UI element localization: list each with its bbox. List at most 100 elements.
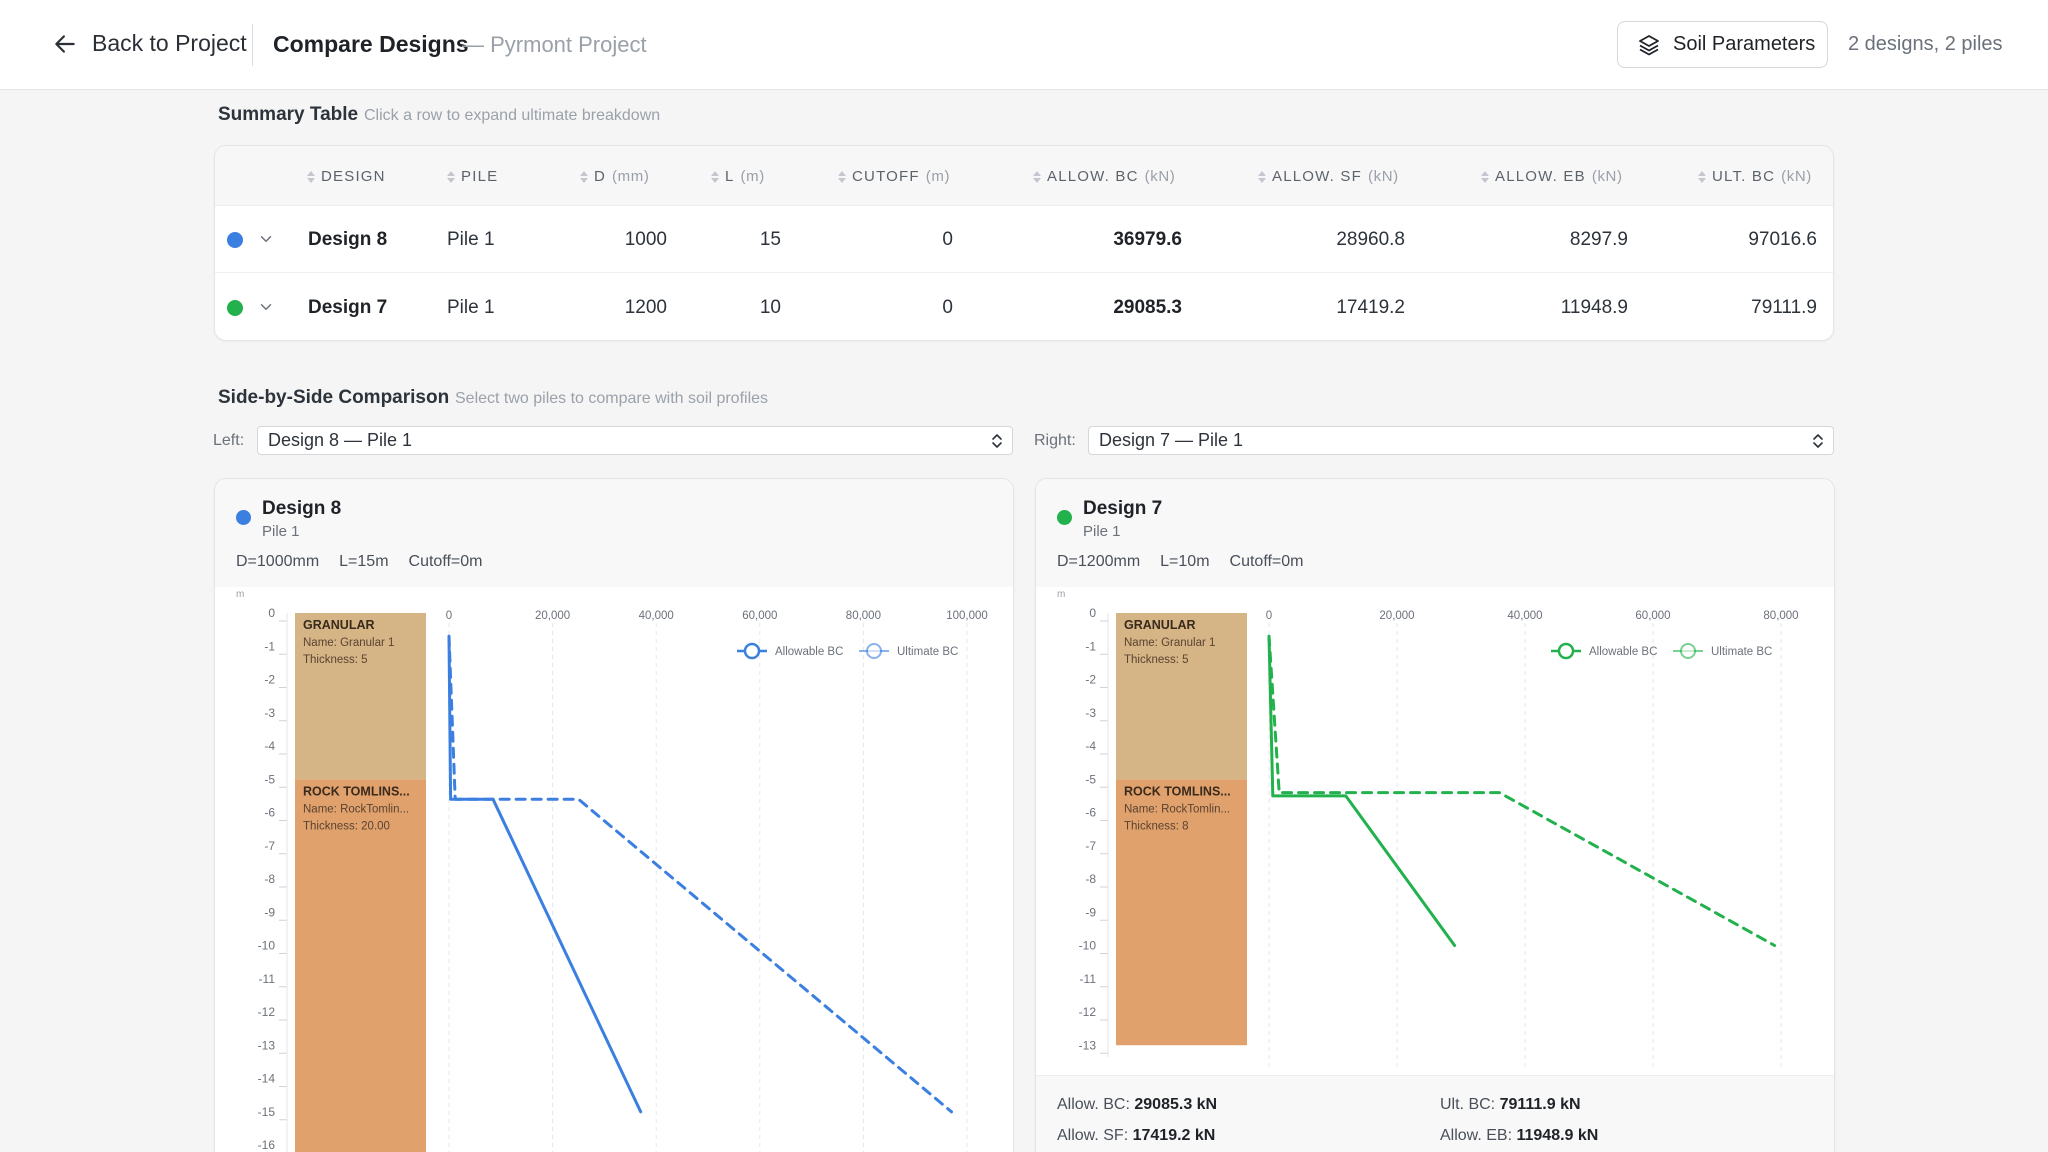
depth-tick-label: -3 [1085, 706, 1096, 720]
allowable-bc-line [1267, 634, 1457, 947]
x-tick-label: 80,000 [846, 610, 881, 622]
cell-design: Design 7 [308, 297, 388, 318]
depth-tick-label: -7 [1085, 839, 1096, 853]
capacity-depth-chart: m 0 -1 -2 -3 -4 -5 -6 -7 -8 -9 -10 -11 -12 -13 -14 -15 -1… [236, 589, 988, 1152]
page-title: Compare Designs [273, 31, 469, 57]
soil-layer [295, 613, 426, 780]
legend-allowable-marker [743, 642, 761, 660]
col-design[interactable]: DESIGN [307, 168, 386, 185]
depth-tick-label: -1 [264, 639, 275, 653]
col-l[interactable]: L (m) [711, 168, 765, 185]
soil-layer-name: Name: RockTomlin... [303, 803, 409, 815]
capacity-depth-chart: m 0 -1 -2 -3 -4 -5 -6 -7 -8 -9 -10 -11 -12 -13 GRANULAR… [1057, 589, 1799, 1069]
card-params: D=1000mm L=15m Cutoff=0m [236, 553, 483, 571]
right-select-value: Design 7 — Pile 1 [1099, 430, 1244, 450]
right-pile-select[interactable]: Design 7 — Pile 1 [1088, 426, 1834, 455]
card-pile-name: Pile 1 [262, 523, 300, 540]
sort-icon [711, 170, 719, 183]
comparison-card-right: Design 7 Pile 1 D=1200mm L=10m Cutoff=0m… [1035, 478, 1835, 1152]
cell-allow-bc: 29085.3 [1113, 297, 1182, 318]
col-allow-eb[interactable]: ALLOW. EB (kN) [1481, 168, 1623, 185]
col-cutoff[interactable]: CUTOFF (m) [838, 168, 950, 185]
depth-tick-label: -13 [1079, 1038, 1097, 1052]
layers-icon [1639, 34, 1659, 55]
soil-layer-thickness: Thickness: 5 [1124, 654, 1189, 666]
x-tick-label: 40,000 [639, 610, 674, 622]
cell-d: 1200 [624, 297, 667, 318]
depth-tick-label: -12 [1079, 1005, 1097, 1019]
sort-icon [1258, 170, 1266, 183]
legend-ultimate-marker [1680, 643, 1696, 659]
depth-unit-label: m [1057, 589, 1065, 600]
chevron-down-icon[interactable] [257, 230, 275, 248]
comparison-title: Side-by-Side Comparison [218, 387, 450, 408]
sort-icon [447, 170, 455, 183]
design-color-dot [236, 510, 251, 525]
cell-allow-sf: 17419.2 [1336, 297, 1405, 318]
col-allow-sf[interactable]: ALLOW. SF (kN) [1258, 168, 1399, 185]
cell-allow-sf: 28960.8 [1336, 229, 1405, 250]
x-tick-label: 60,000 [742, 610, 777, 622]
param-diameter: D=1200mm [1057, 553, 1141, 570]
depth-tick-label: -6 [264, 806, 275, 820]
table-row[interactable]: Design 8 Pile 1 1000 15 0 36979.6 28960.… [215, 206, 1833, 273]
comparison-card-left: Design 8 Pile 1 D=1000mm L=15m Cutoff=0m… [214, 478, 1014, 1152]
cell-l: 15 [759, 229, 781, 250]
depth-tick-label: -10 [258, 939, 276, 953]
col-pile[interactable]: PILE [447, 168, 498, 185]
param-length: L=10m [1160, 553, 1210, 570]
depth-tick-label: -1 [1085, 639, 1096, 653]
design-color-dot [227, 300, 243, 316]
header-divider [252, 24, 253, 66]
col-allow-bc[interactable]: ALLOW. BC (kN) [1033, 168, 1175, 185]
depth-tick-label: -9 [264, 905, 275, 919]
arrow-left-icon [55, 34, 75, 53]
comparison-hint: Select two piles to compare with soil pr… [455, 390, 769, 407]
depth-tick-label: -11 [1080, 972, 1097, 986]
result-allow-sf: Allow. SF: 17419.2 kN [1057, 1127, 1216, 1144]
sort-icon [1481, 170, 1489, 183]
card-design-name: Design 7 [1083, 498, 1163, 519]
left-pile-select[interactable]: Design 8 — Pile 1 [257, 426, 1013, 455]
table-row[interactable]: Design 7 Pile 1 1200 10 0 29085.3 17419.… [215, 274, 1833, 340]
depth-tick-label: -16 [258, 1138, 276, 1152]
legend-ultimate-marker [866, 643, 882, 659]
soil-layer [1116, 613, 1247, 780]
col-d[interactable]: D (mm) [580, 168, 649, 185]
depth-tick-label: -13 [258, 1038, 276, 1052]
depth-tick-label: 0 [268, 606, 275, 620]
sort-icon [838, 170, 846, 183]
card-params: D=1200mm L=10m Cutoff=0m [1057, 553, 1304, 571]
cell-allow-eb: 11948.9 [1560, 297, 1628, 318]
depth-tick-label: -8 [1085, 872, 1096, 886]
depth-tick-label: -2 [1085, 673, 1096, 687]
depth-tick-label: -10 [1079, 939, 1097, 953]
card-design-name: Design 8 [262, 498, 342, 519]
design-color-dot [1057, 510, 1072, 525]
depth-tick-label: -8 [264, 872, 275, 886]
summary-table: DESIGN PILE D (mm) L (m) CUTOFF (m) ALLOW. … [214, 145, 1834, 341]
summary-title: Summary Table [218, 104, 359, 125]
cell-pile: Pile 1 [447, 229, 495, 250]
depth-tick-label: -15 [258, 1105, 276, 1119]
cell-ult-bc: 97016.6 [1748, 229, 1817, 250]
depth-tick-label: 0 [1089, 606, 1096, 620]
depth-tick-label: -6 [1085, 806, 1096, 820]
x-tick-label: 40,000 [1507, 610, 1542, 622]
soil-layer-name: Name: Granular 1 [303, 637, 394, 649]
col-ult-bc[interactable]: ULT. BC (kN) [1698, 168, 1812, 185]
depth-tick-label: -4 [264, 739, 275, 753]
chevron-down-icon[interactable] [257, 298, 275, 316]
sort-icon [307, 170, 315, 183]
back-to-project-link[interactable]: Back to Project [52, 30, 247, 57]
cell-allow-bc: 36979.6 [1113, 229, 1182, 250]
soil-parameters-button[interactable]: Soil Parameters [1617, 21, 1828, 68]
param-cutoff: Cutoff=0m [1229, 553, 1304, 570]
legend-allowable-label: Allowable BC [775, 646, 843, 658]
cell-l: 10 [759, 297, 781, 318]
depth-tick-label: -4 [1085, 739, 1096, 753]
param-length: L=15m [339, 553, 389, 570]
project-name: — Pyrmont Project [462, 32, 647, 57]
soil-layer-title: GRANULAR [1124, 618, 1196, 632]
soil-layer-name: Name: Granular 1 [1124, 637, 1215, 649]
